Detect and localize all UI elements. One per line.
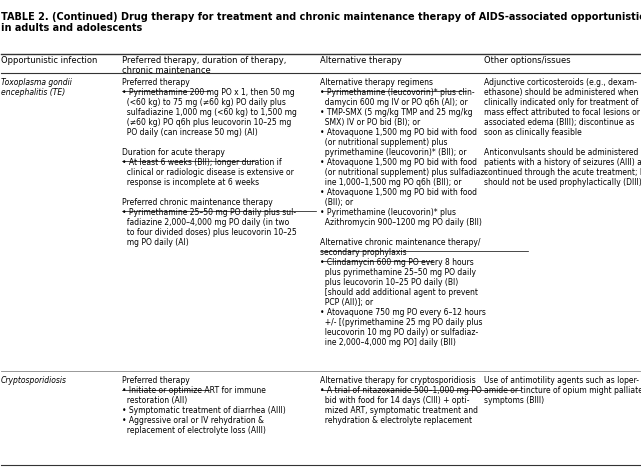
Text: (<60 kg) to 75 mg (≠60 kg) PO daily plus: (<60 kg) to 75 mg (≠60 kg) PO daily plus <box>122 98 286 107</box>
Text: Use of antimotility agents such as loper-: Use of antimotility agents such as loper… <box>484 376 639 385</box>
Text: plus pyrimethamine 25–50 mg PO daily: plus pyrimethamine 25–50 mg PO daily <box>320 268 476 277</box>
Text: • Pyrimethamine (leucovorin)* plus: • Pyrimethamine (leucovorin)* plus <box>320 208 456 217</box>
Text: Alternative therapy regimens: Alternative therapy regimens <box>320 78 433 86</box>
Text: • Pyrimethamine 25–50 mg PO daily plus sul-: • Pyrimethamine 25–50 mg PO daily plus s… <box>122 208 296 217</box>
Text: mass effect attributed to focal lesions or: mass effect attributed to focal lesions … <box>484 108 640 117</box>
Text: PCP (AII)]; or: PCP (AII)]; or <box>320 298 374 307</box>
Text: Alternative therapy for cryptosporidiosis: Alternative therapy for cryptosporidiosi… <box>320 376 476 385</box>
Text: fadiazine 2,000–4,000 mg PO daily (in two: fadiazine 2,000–4,000 mg PO daily (in tw… <box>122 218 289 227</box>
Text: bid with food for 14 days (CIII) + opti-: bid with food for 14 days (CIII) + opti- <box>320 396 470 405</box>
Text: SMX) IV or PO bid (BI); or: SMX) IV or PO bid (BI); or <box>320 118 420 126</box>
Text: replacement of electrolyte loss (AIII): replacement of electrolyte loss (AIII) <box>122 426 265 435</box>
Text: mg PO daily (AI): mg PO daily (AI) <box>122 238 188 247</box>
Text: Preferred therapy, duration of therapy,: Preferred therapy, duration of therapy, <box>122 56 286 65</box>
Text: damycin 600 mg IV or PO q6h (AI); or: damycin 600 mg IV or PO q6h (AI); or <box>320 98 468 107</box>
Text: (or nutritional supplement) plus: (or nutritional supplement) plus <box>320 138 448 147</box>
Text: (≠60 kg) PO q6h plus leucovorin 10–25 mg: (≠60 kg) PO q6h plus leucovorin 10–25 mg <box>122 118 291 126</box>
Text: to four divided doses) plus leucovorin 10–25: to four divided doses) plus leucovorin 1… <box>122 227 297 237</box>
Text: • At least 6 weeks (BII); longer duration if: • At least 6 weeks (BII); longer duratio… <box>122 157 281 167</box>
Text: should not be used prophylactically (DIII): should not be used prophylactically (DII… <box>484 178 641 187</box>
Text: • TMP-SMX (5 mg/kg TMP and 25 mg/kg: • TMP-SMX (5 mg/kg TMP and 25 mg/kg <box>320 108 473 117</box>
Text: associated edema (BIII); discontinue as: associated edema (BIII); discontinue as <box>484 118 635 126</box>
Text: soon as clinically feasible: soon as clinically feasible <box>484 127 581 137</box>
Text: Azithromycin 900–1200 mg PO daily (BII): Azithromycin 900–1200 mg PO daily (BII) <box>320 218 483 227</box>
Text: Preferred chronic maintenance therapy: Preferred chronic maintenance therapy <box>122 198 272 207</box>
Text: leucovorin 10 mg PO daily) or sulfadiaz-: leucovorin 10 mg PO daily) or sulfadiaz- <box>320 328 479 337</box>
Text: (BII); or: (BII); or <box>320 198 354 207</box>
Text: response is incomplete at 6 weeks: response is incomplete at 6 weeks <box>122 178 259 187</box>
Text: (or nutritional supplement) plus sulfadiaz-: (or nutritional supplement) plus sulfadi… <box>320 168 488 177</box>
Text: Adjunctive corticosteroids (e.g., dexam-: Adjunctive corticosteroids (e.g., dexam- <box>484 78 637 86</box>
Text: clinical or radiologic disease is extensive or: clinical or radiologic disease is extens… <box>122 168 294 177</box>
Text: • Atovaquone 1,500 mg PO bid with food: • Atovaquone 1,500 mg PO bid with food <box>320 188 478 196</box>
Text: Anticonvulsants should be administered to: Anticonvulsants should be administered t… <box>484 148 641 157</box>
Text: TABLE 2. (Continued) Drug therapy for treatment and chronic maintenance therapy : TABLE 2. (Continued) Drug therapy for tr… <box>1 12 641 33</box>
Text: symptoms (BIII): symptoms (BIII) <box>484 396 544 405</box>
Text: mized ART, symptomatic treatment and: mized ART, symptomatic treatment and <box>320 406 478 415</box>
Text: plus leucovorin 10–25 PO daily (BI): plus leucovorin 10–25 PO daily (BI) <box>320 278 459 287</box>
Text: pyrimethamine (leucovorin)* (BII); or: pyrimethamine (leucovorin)* (BII); or <box>320 148 467 157</box>
Text: continued through the acute treatment; but: continued through the acute treatment; b… <box>484 168 641 177</box>
Text: • Symptomatic treatment of diarrhea (AIII): • Symptomatic treatment of diarrhea (AII… <box>122 406 285 415</box>
Text: ethasone) should be administered when: ethasone) should be administered when <box>484 87 638 96</box>
Text: ine 2,000–4,000 mg PO] daily (BII): ine 2,000–4,000 mg PO] daily (BII) <box>320 338 456 347</box>
Text: Toxoplasma gondii
encephalitis (TE): Toxoplasma gondii encephalitis (TE) <box>1 78 72 97</box>
Text: Duration for acute therapy: Duration for acute therapy <box>122 148 224 157</box>
Text: ine 1,000–1,500 mg PO q6h (BII); or: ine 1,000–1,500 mg PO q6h (BII); or <box>320 178 462 187</box>
Text: rehydration & electrolyte replacement: rehydration & electrolyte replacement <box>320 416 472 425</box>
Text: amide or tincture of opium might palliate: amide or tincture of opium might palliat… <box>484 386 641 395</box>
Text: Other options/issues: Other options/issues <box>484 56 570 65</box>
Text: secondary prophylaxis: secondary prophylaxis <box>320 248 407 257</box>
Text: • Initiate or optimize ART for immune: • Initiate or optimize ART for immune <box>122 386 265 395</box>
Text: • Atovaquone 1,500 mg PO bid with food: • Atovaquone 1,500 mg PO bid with food <box>320 127 478 137</box>
Text: patients with a history of seizures (AIII) and: patients with a history of seizures (AII… <box>484 157 641 167</box>
Text: • Aggressive oral or IV rehydration &: • Aggressive oral or IV rehydration & <box>122 416 264 425</box>
Text: [should add additional agent to prevent: [should add additional agent to prevent <box>320 288 478 297</box>
Text: clinically indicated only for treatment of: clinically indicated only for treatment … <box>484 98 638 107</box>
Text: • A trial of nitazoxanide 500–1,000 mg PO: • A trial of nitazoxanide 500–1,000 mg P… <box>320 386 482 395</box>
Text: Cryptosporidiosis: Cryptosporidiosis <box>1 376 67 385</box>
Text: • Atovaquone 750 mg PO every 6–12 hours: • Atovaquone 750 mg PO every 6–12 hours <box>320 308 487 317</box>
Text: • Clindamycin 600 mg PO every 8 hours: • Clindamycin 600 mg PO every 8 hours <box>320 258 474 267</box>
Text: • Atovaquone 1,500 mg PO bid with food: • Atovaquone 1,500 mg PO bid with food <box>320 157 478 167</box>
Text: Opportunistic infection: Opportunistic infection <box>1 56 97 65</box>
Text: • Pyrimethamine 200 mg PO x 1, then 50 mg: • Pyrimethamine 200 mg PO x 1, then 50 m… <box>122 87 295 96</box>
Text: +/- [(pyrimethamine 25 mg PO daily plus: +/- [(pyrimethamine 25 mg PO daily plus <box>320 318 483 327</box>
Text: Preferred therapy: Preferred therapy <box>122 376 190 385</box>
Text: sulfadiazine 1,000 mg (<60 kg) to 1,500 mg: sulfadiazine 1,000 mg (<60 kg) to 1,500 … <box>122 108 297 117</box>
Text: PO daily (can increase 50 mg) (AI): PO daily (can increase 50 mg) (AI) <box>122 127 258 137</box>
Text: Alternative chronic maintenance therapy/: Alternative chronic maintenance therapy/ <box>320 238 481 247</box>
Text: • Pyrimethamine (leucovorin)* plus clin-: • Pyrimethamine (leucovorin)* plus clin- <box>320 87 475 96</box>
Text: Alternative therapy: Alternative therapy <box>320 56 403 65</box>
Text: restoration (AII): restoration (AII) <box>122 396 187 405</box>
Text: chronic maintenance: chronic maintenance <box>122 66 210 75</box>
Text: Preferred therapy: Preferred therapy <box>122 78 190 86</box>
